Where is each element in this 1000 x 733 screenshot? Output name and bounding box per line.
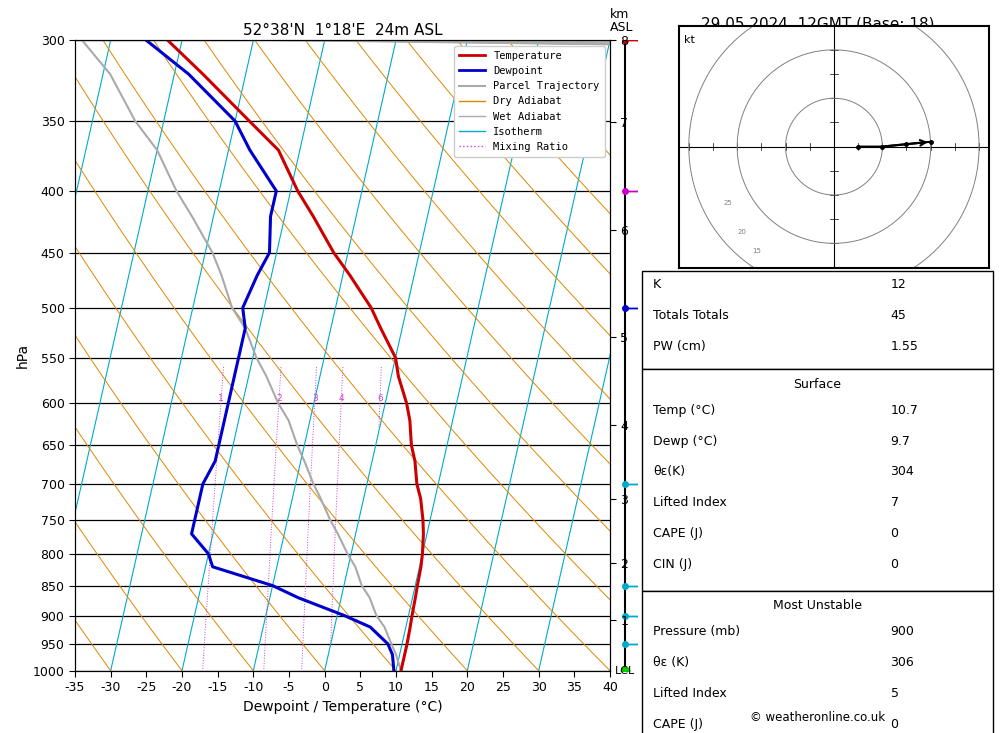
Text: Temp (°C): Temp (°C) xyxy=(653,404,716,417)
Text: 7: 7 xyxy=(891,496,898,509)
Text: θε(K): θε(K) xyxy=(653,465,685,479)
Text: Pressure (mb): Pressure (mb) xyxy=(653,625,740,638)
Text: 900: 900 xyxy=(891,625,914,638)
Text: 3: 3 xyxy=(312,394,318,403)
Text: Surface: Surface xyxy=(794,377,842,391)
X-axis label: Dewpoint / Temperature (°C): Dewpoint / Temperature (°C) xyxy=(243,700,442,714)
Text: K: K xyxy=(653,278,661,291)
Bar xyxy=(642,271,993,369)
Text: 4: 4 xyxy=(338,394,344,403)
Text: PW (cm): PW (cm) xyxy=(653,339,706,353)
Bar xyxy=(642,591,993,733)
Text: 9.7: 9.7 xyxy=(891,435,910,448)
Text: 29.05.2024  12GMT (Base: 18): 29.05.2024 12GMT (Base: 18) xyxy=(701,16,934,31)
Text: CAPE (J): CAPE (J) xyxy=(653,527,703,540)
Text: Most Unstable: Most Unstable xyxy=(773,599,862,612)
Bar xyxy=(642,369,993,591)
Text: Dewp (°C): Dewp (°C) xyxy=(653,435,718,448)
Text: θε (K): θε (K) xyxy=(653,656,689,669)
Text: © weatheronline.co.uk: © weatheronline.co.uk xyxy=(750,711,885,724)
Legend: Temperature, Dewpoint, Parcel Trajectory, Dry Adiabat, Wet Adiabat, Isotherm, Mi: Temperature, Dewpoint, Parcel Trajectory… xyxy=(454,45,605,157)
Text: 1: 1 xyxy=(218,394,224,403)
Text: 0: 0 xyxy=(891,527,898,540)
Text: 6: 6 xyxy=(377,394,383,403)
Text: CIN (J): CIN (J) xyxy=(653,558,692,571)
Text: Lifted Index: Lifted Index xyxy=(653,496,727,509)
Text: 306: 306 xyxy=(891,656,914,669)
Title: 52°38'N  1°18'E  24m ASL: 52°38'N 1°18'E 24m ASL xyxy=(243,23,442,38)
Y-axis label: hPa: hPa xyxy=(16,343,30,368)
Text: 12: 12 xyxy=(891,278,906,291)
Text: CAPE (J): CAPE (J) xyxy=(653,718,703,731)
Text: Lifted Index: Lifted Index xyxy=(653,687,727,700)
Text: 10.7: 10.7 xyxy=(891,404,918,417)
Text: 0: 0 xyxy=(891,718,898,731)
Text: LCL: LCL xyxy=(615,666,636,676)
Text: Totals Totals: Totals Totals xyxy=(653,309,729,322)
Text: 5: 5 xyxy=(891,687,898,700)
Text: km
ASL: km ASL xyxy=(610,8,634,34)
Text: 2: 2 xyxy=(276,394,282,403)
Text: 45: 45 xyxy=(891,309,906,322)
Text: 1.55: 1.55 xyxy=(891,339,918,353)
Text: 304: 304 xyxy=(891,465,914,479)
Text: 0: 0 xyxy=(891,558,898,571)
